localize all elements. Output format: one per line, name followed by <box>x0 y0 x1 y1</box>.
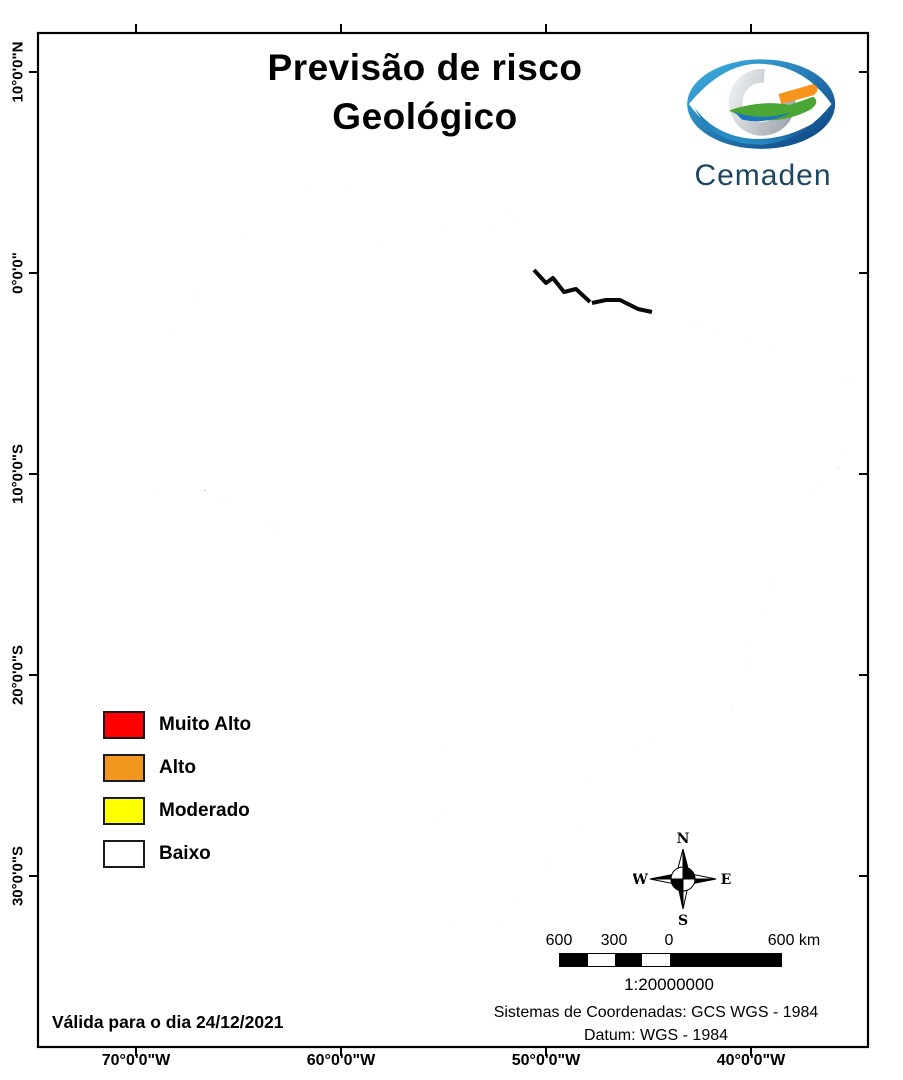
legend-swatch-muito-alto <box>103 711 145 739</box>
scale-label-600-km: 600 km <box>767 932 821 949</box>
scale-bar <box>559 953 782 967</box>
scale-segment <box>615 954 642 966</box>
page-title: Previsão de risco Geológico <box>225 44 625 142</box>
amazon-mouth-coast <box>532 268 653 314</box>
compass-rose: N E S W <box>633 831 732 927</box>
lat-label-10n: 10°0'0"N <box>9 41 27 103</box>
lon-label-60w: 60°0'0"W <box>306 1052 376 1069</box>
legend-label-muito-alto: Muito Alto <box>159 714 252 735</box>
compass-east-label: E <box>721 872 732 888</box>
compass-west-label: W <box>633 872 648 888</box>
lon-label-40w: 40°0'0"W <box>716 1052 786 1069</box>
validity-note: Válida para o dia 24/12/2021 <box>52 1012 284 1032</box>
lon-label-50w: 50°0'0"W <box>511 1052 581 1069</box>
scale-label-300: 300 <box>600 932 628 949</box>
cemaden-wordmark: Cemaden <box>694 159 832 192</box>
crs-line-1: Sistemas de Coordenadas: GCS WGS - 1984 <box>493 1004 819 1021</box>
lat-label-20s: 20°0'0"S <box>9 644 27 706</box>
legend-label-alto: Alto <box>159 757 196 778</box>
legend-item-alto: Alto <box>103 753 251 783</box>
scale-label-0: 0 <box>664 932 674 949</box>
compass-south-label: S <box>678 913 688 927</box>
legend-label-moderado: Moderado <box>159 800 250 821</box>
cemaden-logo: Cemaden <box>668 52 858 193</box>
lat-label-30s: 30°0'0"S <box>9 845 27 907</box>
cemaden-eye-icon <box>687 59 836 149</box>
scale-segment <box>642 954 670 966</box>
scale-label-600-left: 600 <box>545 932 573 949</box>
legend-item-muito-alto: Muito Alto <box>103 710 251 740</box>
compass-north-label: N <box>677 831 690 847</box>
legend-swatch-moderado <box>103 797 145 825</box>
title-line-2: Geológico <box>332 95 518 137</box>
scale-segment <box>560 954 588 966</box>
title-line-1: Previsão de risco <box>267 47 583 88</box>
crs-line-2: Datum: WGS - 1984 <box>583 1027 729 1045</box>
map-frame <box>36 31 870 1049</box>
scale-segment <box>670 954 781 966</box>
coordinate-system-note: Sistemas de Coordenadas: GCS WGS - 1984 … <box>440 1001 872 1047</box>
graticule-ticks <box>29 24 868 1056</box>
scale-ratio: 1:20000000 <box>624 975 714 994</box>
legend-item-moderado: Moderado <box>103 796 251 826</box>
legend-item-baixo: Baixo <box>103 839 251 869</box>
risk-legend: Muito Alto Alto Moderado Baixo <box>103 710 251 882</box>
scale-segment <box>588 954 615 966</box>
legend-label-baixo: Baixo <box>159 843 211 864</box>
legend-swatch-alto <box>103 754 145 782</box>
lat-label-10s: 10°0'0"S <box>9 443 27 505</box>
lon-label-70w: 70°0'0"W <box>101 1052 171 1069</box>
legend-swatch-baixo <box>103 840 145 868</box>
lat-label-0: 0°0'0" <box>9 252 27 294</box>
